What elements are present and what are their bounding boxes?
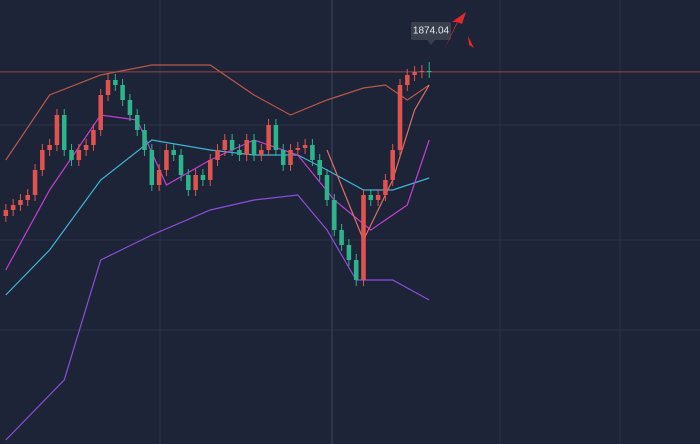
candle-body — [200, 175, 206, 180]
candle-body — [207, 160, 213, 180]
candle-body — [120, 85, 125, 100]
candle-body — [426, 71, 432, 72]
candle-body — [353, 260, 359, 280]
candle-body — [383, 180, 388, 195]
candle-body — [266, 125, 271, 150]
plot — [0, 62, 700, 441]
price-tag-box — [411, 22, 451, 40]
candle-body — [295, 148, 301, 150]
candle-body — [193, 175, 198, 190]
arrow-up — [444, 12, 466, 50]
candle-body — [397, 85, 403, 150]
candle-body — [105, 80, 111, 95]
indicator-line — [5, 194, 430, 441]
candle-body — [237, 150, 242, 155]
candle-body — [375, 195, 381, 200]
candle-body — [142, 130, 147, 150]
candle-body — [390, 150, 395, 180]
candle-body — [412, 72, 417, 75]
candle-body — [40, 150, 45, 170]
candle-body — [339, 230, 344, 245]
candle-body — [222, 140, 228, 150]
candle-body — [368, 195, 374, 200]
candle-body — [251, 140, 257, 155]
candle-body — [127, 100, 133, 115]
candle-body — [98, 95, 103, 130]
candle-body — [113, 80, 118, 85]
candle-body — [134, 115, 140, 130]
price-tag-pointer — [427, 40, 435, 45]
price-label: 1874.04 — [413, 26, 450, 37]
candle-body — [259, 150, 264, 155]
candle-body — [186, 175, 191, 190]
candle-body — [361, 195, 366, 280]
price-tag: 1874.04 — [411, 22, 451, 45]
candle-body — [310, 145, 315, 160]
candle-body — [332, 200, 337, 230]
candle-body — [149, 150, 155, 185]
candle-body — [164, 150, 169, 170]
candle-body — [324, 175, 330, 200]
candle-body — [83, 145, 89, 150]
candle-body — [229, 140, 235, 150]
candle-body — [54, 115, 60, 145]
candle-body — [288, 150, 293, 165]
candle-body — [10, 205, 16, 210]
candle-body — [317, 160, 322, 175]
candle-body — [346, 245, 352, 260]
candle-body — [3, 210, 9, 216]
arrow-down — [468, 36, 474, 48]
candle-body — [273, 125, 279, 150]
candle-body — [405, 75, 410, 85]
candle-body — [25, 195, 30, 200]
candle-body — [302, 145, 308, 148]
candle-body — [76, 150, 82, 160]
candle-body — [171, 150, 176, 155]
candle-body — [18, 200, 23, 205]
indicator-line — [5, 64, 430, 161]
candle-body — [419, 71, 425, 72]
candle-body — [215, 150, 220, 160]
candle-body — [91, 130, 96, 145]
candle-body — [61, 115, 67, 150]
candle-body — [156, 170, 162, 185]
candle-body — [47, 145, 52, 150]
candle-body — [69, 150, 74, 160]
candle-body — [178, 155, 184, 175]
candle-body — [32, 170, 38, 195]
candle-body — [244, 140, 249, 155]
candle-body — [280, 150, 286, 165]
